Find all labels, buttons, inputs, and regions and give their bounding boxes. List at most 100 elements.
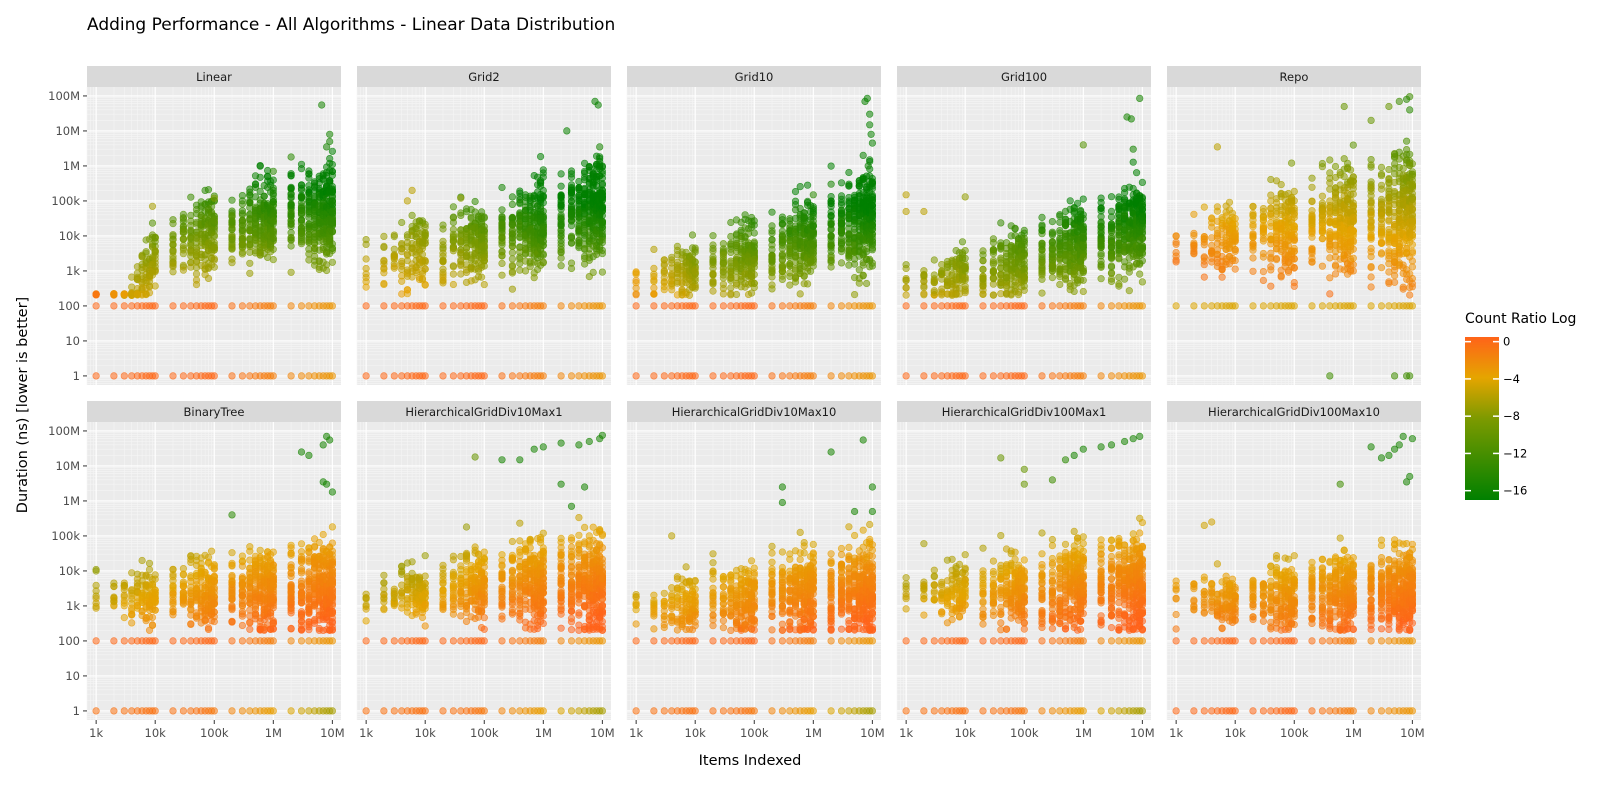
data-point	[362, 283, 370, 291]
data-point	[508, 249, 517, 257]
data-point	[536, 153, 545, 161]
data-point	[449, 218, 458, 226]
data-point	[1136, 270, 1144, 278]
data-point	[709, 372, 717, 380]
data-point	[246, 188, 254, 196]
data-point	[1138, 234, 1146, 243]
data-point	[328, 228, 337, 236]
data-point	[961, 254, 969, 262]
data-point	[1020, 246, 1028, 254]
x-axis-title: Items Indexed	[699, 753, 802, 769]
data-point	[179, 228, 187, 236]
data-point	[228, 259, 236, 267]
data-point	[598, 268, 607, 276]
data-point	[837, 248, 846, 256]
data-point	[1038, 302, 1046, 310]
data-point	[228, 196, 236, 204]
data-point	[809, 302, 817, 310]
data-point	[837, 210, 846, 218]
data-point	[585, 162, 593, 171]
data-point	[269, 226, 277, 234]
data-point	[498, 241, 506, 249]
data-point	[439, 279, 447, 287]
data-point	[660, 260, 668, 268]
data-point	[421, 372, 429, 380]
data-point	[1056, 280, 1064, 289]
data-point	[498, 271, 506, 279]
y-tick-label: 10M	[55, 124, 80, 138]
data-point	[238, 226, 246, 234]
data-point	[778, 261, 787, 269]
data-point	[192, 270, 201, 278]
data-point	[151, 282, 159, 290]
data-point	[421, 302, 429, 310]
data-point	[827, 202, 835, 210]
data-point	[598, 372, 607, 380]
data-point	[498, 252, 506, 260]
data-point	[596, 153, 604, 161]
data-point	[418, 274, 427, 283]
data-point	[827, 232, 835, 240]
facet-label: Linear	[196, 70, 232, 84]
data-point	[1038, 268, 1046, 276]
data-point	[287, 220, 295, 228]
data-point	[650, 284, 658, 292]
data-point	[1079, 372, 1087, 380]
data-point	[508, 220, 517, 228]
data-point	[691, 283, 699, 291]
data-point	[1138, 257, 1146, 265]
data-point	[539, 223, 547, 231]
data-point	[287, 372, 295, 380]
data-point	[297, 193, 306, 201]
data-point	[110, 372, 118, 380]
data-point	[498, 232, 506, 241]
data-point	[297, 181, 306, 189]
data-point	[478, 273, 486, 281]
data-point	[1107, 302, 1116, 310]
data-point	[989, 274, 998, 282]
data-point	[169, 372, 177, 380]
data-point	[961, 302, 969, 310]
data-point	[1048, 274, 1056, 282]
data-point	[287, 153, 295, 161]
data-point	[498, 206, 506, 214]
data-point	[380, 372, 388, 380]
data-point	[508, 262, 517, 271]
data-point	[1097, 222, 1105, 230]
data-point	[750, 263, 758, 271]
data-point	[1138, 248, 1146, 257]
data-point	[390, 245, 398, 253]
data-point	[557, 213, 565, 221]
data-point	[809, 207, 817, 215]
data-point	[961, 267, 969, 275]
data-point	[567, 372, 576, 380]
data-point	[768, 268, 776, 276]
data-point	[1097, 275, 1105, 283]
data-point	[1038, 242, 1046, 250]
data-point	[598, 203, 607, 211]
y-tick-label: 1	[73, 369, 80, 383]
data-point	[1138, 372, 1146, 380]
data-point	[169, 232, 177, 240]
data-point	[866, 121, 874, 129]
data-point	[1107, 254, 1116, 263]
data-point	[778, 275, 787, 284]
data-point	[1097, 204, 1105, 212]
data-point	[398, 218, 406, 227]
data-point	[902, 291, 910, 299]
data-point	[557, 302, 565, 310]
data-point	[868, 213, 877, 221]
data-point	[863, 94, 871, 102]
data-point	[961, 276, 969, 284]
data-point	[439, 265, 447, 273]
data-point	[480, 372, 488, 380]
data-point	[362, 255, 370, 263]
data-point	[498, 372, 506, 380]
data-point	[809, 372, 817, 380]
data-point	[768, 372, 776, 380]
data-point	[408, 211, 416, 219]
data-point	[287, 242, 295, 250]
data-point	[120, 372, 128, 380]
data-point	[1079, 234, 1087, 242]
data-point	[1066, 197, 1074, 205]
